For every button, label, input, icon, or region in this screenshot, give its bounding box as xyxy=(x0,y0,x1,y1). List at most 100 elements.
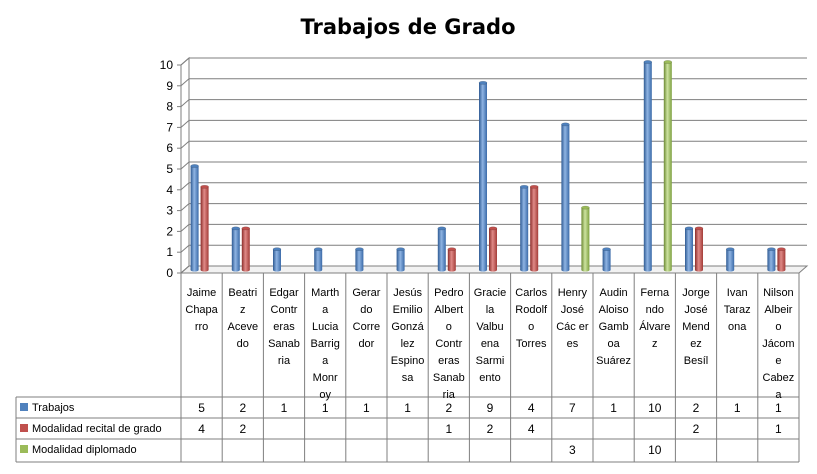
category-label: Edgar Contr eras Sanab ria xyxy=(268,287,300,367)
bar-cap xyxy=(663,60,673,64)
bar-base xyxy=(396,268,405,272)
data-label: 1 xyxy=(775,401,782,415)
y-tick-label: 5 xyxy=(166,162,173,176)
bar-base xyxy=(437,268,446,272)
data-label: 10 xyxy=(648,401,662,415)
gridline xyxy=(180,57,807,66)
bar xyxy=(767,249,776,270)
gridline xyxy=(180,182,807,191)
bar-cap xyxy=(767,247,776,252)
gridline xyxy=(180,119,807,128)
legend-key xyxy=(20,424,28,432)
bar-cap xyxy=(190,164,199,168)
bar-base xyxy=(489,268,497,272)
gridline xyxy=(180,161,807,170)
series-label: Modalidad recital de grado xyxy=(32,423,162,435)
data-label: 1 xyxy=(734,401,741,415)
bar-base xyxy=(726,268,735,272)
data-label: 2 xyxy=(239,422,246,436)
bar-base xyxy=(685,268,693,272)
y-tick-label: 4 xyxy=(166,183,173,197)
data-label: 7 xyxy=(569,401,576,415)
category-label: Beatri z Aceve do xyxy=(228,287,259,350)
gridline xyxy=(180,223,807,232)
bar xyxy=(190,166,199,270)
y-tick-label: 6 xyxy=(166,141,173,155)
bar xyxy=(643,62,652,270)
gridline xyxy=(180,78,807,87)
data-label: 1 xyxy=(610,401,617,415)
gridline xyxy=(180,244,807,253)
bar xyxy=(530,186,539,270)
bar xyxy=(200,186,209,270)
y-tick-label: 8 xyxy=(166,100,173,114)
gridline xyxy=(180,265,807,274)
y-tick-label: 0 xyxy=(166,266,173,280)
bar-base xyxy=(273,268,281,272)
bar xyxy=(437,228,446,270)
bar-cap xyxy=(488,226,498,231)
bar-cap xyxy=(694,226,704,231)
bar xyxy=(231,228,240,270)
data-label: 4 xyxy=(528,422,535,436)
category-label: Marth a Lucia Barrig a Monr oy xyxy=(311,287,340,401)
category-label: Jorge José Mend ez Besíl xyxy=(682,287,710,367)
bar xyxy=(355,249,364,270)
bar-cap xyxy=(519,184,529,189)
bar xyxy=(241,228,250,270)
data-label: 2 xyxy=(239,401,246,415)
bar-base xyxy=(530,268,539,272)
bar-cap xyxy=(602,247,611,252)
data-label: 10 xyxy=(648,443,662,457)
chart-title: Trabajos de Grado xyxy=(301,15,516,39)
bar-base xyxy=(767,268,776,272)
category-label: Audin Aloiso Gamb oa Suárez xyxy=(596,287,631,367)
data-label: 2 xyxy=(693,401,700,415)
y-tick-label: 3 xyxy=(166,204,173,218)
bar-cap xyxy=(231,226,241,231)
bar xyxy=(581,207,590,270)
bar xyxy=(447,249,456,270)
bar-base xyxy=(520,268,529,272)
bar-cap xyxy=(272,247,282,252)
category-label: Carlos Rodolf o Torres xyxy=(515,287,548,350)
data-label: 3 xyxy=(569,443,576,457)
bar xyxy=(396,249,405,270)
y-tick-label: 7 xyxy=(166,120,173,134)
bar xyxy=(695,228,703,270)
data-label: 1 xyxy=(281,401,288,415)
legend-key xyxy=(20,445,28,453)
bar-cap xyxy=(437,226,447,231)
data-label: 2 xyxy=(487,422,494,436)
bar-base xyxy=(602,268,611,272)
category-label: Jesús Emilio Gonzá lez Espino sa xyxy=(391,287,425,384)
y-tick-label: 2 xyxy=(166,224,173,238)
bar xyxy=(602,249,611,270)
data-label: 2 xyxy=(445,401,452,415)
bar-base xyxy=(447,268,456,272)
category-label: Jaime Chapa rro xyxy=(185,287,218,333)
bar-cap xyxy=(396,247,405,252)
bar-cap xyxy=(581,205,590,210)
category-label: Gerar do Corre dor xyxy=(352,287,380,350)
bar-cap xyxy=(313,247,323,252)
bar xyxy=(777,249,786,270)
bar xyxy=(489,228,497,270)
bar-cap xyxy=(478,80,488,85)
category-label: Nilson Albeir o Jácom e Cabez a xyxy=(762,287,794,401)
bar-base xyxy=(643,268,652,272)
data-label: 4 xyxy=(528,401,535,415)
bar-base xyxy=(479,268,487,272)
category-label: Henry José Các er es xyxy=(556,287,589,350)
data-label: 2 xyxy=(693,422,700,436)
bar-cap xyxy=(200,184,209,189)
data-label: 1 xyxy=(775,422,782,436)
y-tick-label: 1 xyxy=(166,245,173,259)
bar-cap xyxy=(684,226,694,231)
bar xyxy=(520,186,529,270)
bar-base xyxy=(663,268,672,272)
bar-base xyxy=(695,268,703,272)
category-label: Gracie la Valbu ena Sarmi ento xyxy=(474,287,506,384)
bar xyxy=(479,82,487,270)
